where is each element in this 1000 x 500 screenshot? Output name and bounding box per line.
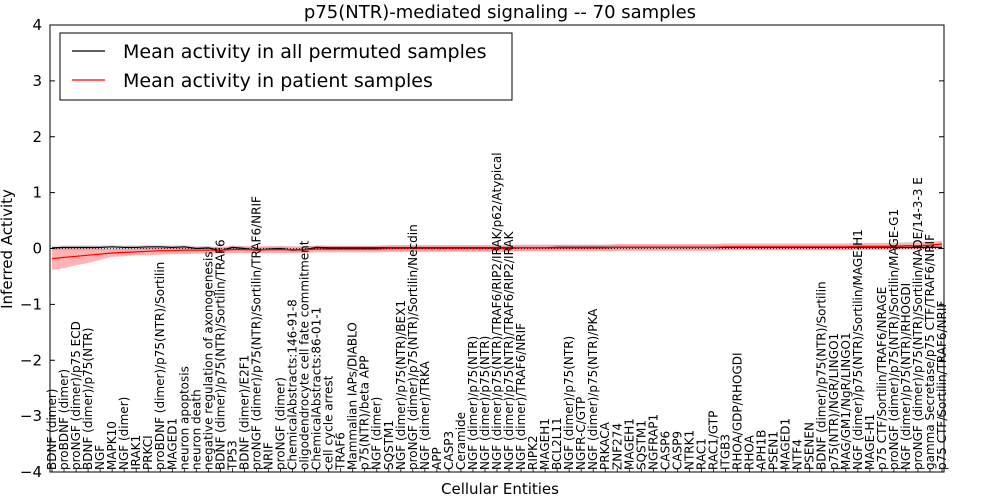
category-label: ChemicalAbstracts:146-91-8 [286,299,300,470]
category-label: proBDNF (dimer)/p75(NTR)/Sortilin [153,262,167,470]
category-label: p75(NTR)/NGR/LINGO1 [827,333,841,470]
category-label: gamma Secretase/p75 CTF/TRAF6/NRIF [923,234,937,470]
category-label: MAGED1 [165,418,179,470]
category-label: proBDNF (dimer) [57,369,71,470]
y-tick-label: −2 [20,351,42,369]
y-axis-label: Inferred Activity [0,189,16,309]
category-label: PRKCI [141,435,155,470]
category-label: IRAK1 [129,435,143,470]
y-tick-label: 4 [32,16,42,34]
category-label: NGF (dimer)/p75(NTR)/TRAF6/RIP2/IRAK/p62… [490,152,504,470]
y-tick-label: 0 [32,240,42,258]
category-label: RHOA/GDP/RHOGDI [731,352,745,470]
category-label: RIPK2 [526,435,540,470]
category-label: RAC1 [694,438,708,470]
category-label: RHOA [743,434,757,470]
category-label: TRAF6 [334,432,348,471]
category-label: proNGF (dimer)/p75(NTR)/Sortilin/MAGE-G1 [887,209,901,470]
category-label: NTRK1 [682,430,696,470]
category-label: neuron death [189,389,203,470]
category-label: MAPK10 [105,421,119,470]
category-label: p75 CTF/Sortilin/TRAF6/NRAGE [875,287,889,470]
category-label: NGF (dimer)/p75(NTR)/BEX1 [394,300,408,470]
category-label: BDNF (dimer)/p75(NTR)/Sortilin [815,281,829,470]
category-label: CASP9 [670,431,684,470]
category-label: neuron apoptosis [177,366,191,470]
chart-title: p75(NTR)-mediated signaling -- 70 sample… [304,2,696,23]
legend-label-permuted: Mean activity in all permuted samples [123,41,486,63]
category-label: Ceramide [454,412,468,470]
category-label: BCL2L11 [550,417,564,470]
category-label: ITGB3 [719,434,733,470]
category-label: RAC1/GTP [706,411,720,470]
category-label: p75 CTF/Sortilin/TRAF6/NRIF [935,301,949,470]
category-label: NRIF [261,442,275,470]
category-label: negative regulation of axonogenesis [201,251,215,470]
category-label: MAGEH1 [538,418,552,470]
category-label: PRKACA [598,421,612,470]
category-label: PSENEN [803,422,817,470]
category-label: NGF [93,445,107,470]
category-label: proNGF (dimer)/p75 ECD [69,321,83,470]
category-label: NGF (dimer)/p75(NTR)/TRAF6/RIP2/IRAK [502,230,516,470]
category-label: MAGED1 [779,418,793,470]
category-label: ChemicalAbstracts:86-01-1 [310,307,324,470]
category-label: APP [430,447,444,470]
category-label: proNGF (dimer) [274,377,288,470]
y-tick-label: −1 [20,295,42,313]
category-label: NGF (dimer) [370,397,384,470]
category-labels: BDNF (dimer)proBDNF (dimer)proNGF (dimer… [45,152,949,472]
category-label: CASP6 [658,431,672,470]
category-label: SQSTM1 [634,420,648,470]
y-axis-ticks: −4 −3 −2 −1 0 1 2 3 4 [20,16,944,481]
category-label: NGF (dimer)/TRKA [418,360,432,470]
category-label: SQSTM1 [382,420,396,470]
category-label: PSEN1 [767,431,781,470]
y-tick-label: −3 [20,407,42,425]
category-label: NGFR-C/GTP [574,397,588,470]
category-label: MAG/GM1/NgR/LINGO1 [839,332,853,470]
category-label: NGFRAP1 [646,414,660,470]
category-label: NGF (dimer)/p75(NTR)/Sortilin/MAGE-H1 [851,229,865,470]
y-tick-label: 1 [32,184,42,202]
category-label: BDNF (dimer)/p75(NTR)/Sortilin/TRAF6 [213,239,227,470]
category-label: NTF4 [791,439,805,470]
category-label: NGF (dimer) [117,397,131,470]
category-label: proNGF (dimer)/p75(NTR)/Sortilin/Necdin [406,224,420,470]
category-label: cell cycle arrest [322,375,336,470]
category-label: NGF (dimer)/p75(NTR)/PKA [586,308,600,470]
category-label: Mammalian IAPs/DIABLO [346,322,360,470]
category-label: BDNF (dimer) [45,389,59,471]
category-label: NGF (dimer)/p75(NTR) [562,336,576,470]
legend-box [59,32,513,101]
category-label: NGF (dimer)/p75(NTR) [478,336,492,470]
legend: Mean activity in all permuted samples Me… [59,32,513,101]
category-label: oligodendrocyte cell fate commitment [298,240,312,470]
y-tick-label: 3 [32,72,42,90]
category-label: CASP3 [442,431,456,470]
category-label: TP53 [225,440,239,471]
x-axis-label: Cellular Entities [441,480,559,498]
category-label: NGF (dimer)/p75(NTR)/RHOGDI [899,283,913,470]
category-label: BDNF (dimer)/p75(NTR) [81,328,95,470]
category-label: proNGF (dimer)/p75(NTR)/Sortilin/NADE/14… [911,177,925,470]
y-tick-label: 2 [32,128,42,146]
category-label: NGF (dimer)/p75(NTR) [466,336,480,470]
category-label: proNGF (dimer)/p75(NTR)/Sortilin/TRAF6/N… [249,196,263,470]
category-label: APH1B [755,430,769,470]
category-label: NGF (dimer)/TRAF6/NRIF [514,323,528,470]
legend-label-patient: Mean activity in patient samples [123,70,433,92]
category-label: p75(NTR)/beta APP [358,356,372,471]
category-label: BDNF (dimer)/E2F1 [237,355,251,470]
category-label: MAGEH1 [622,418,636,470]
y-tick-label: −4 [20,463,42,481]
category-label: MAGE-H1 [863,414,877,470]
category-label: ZNF274 [610,423,624,470]
